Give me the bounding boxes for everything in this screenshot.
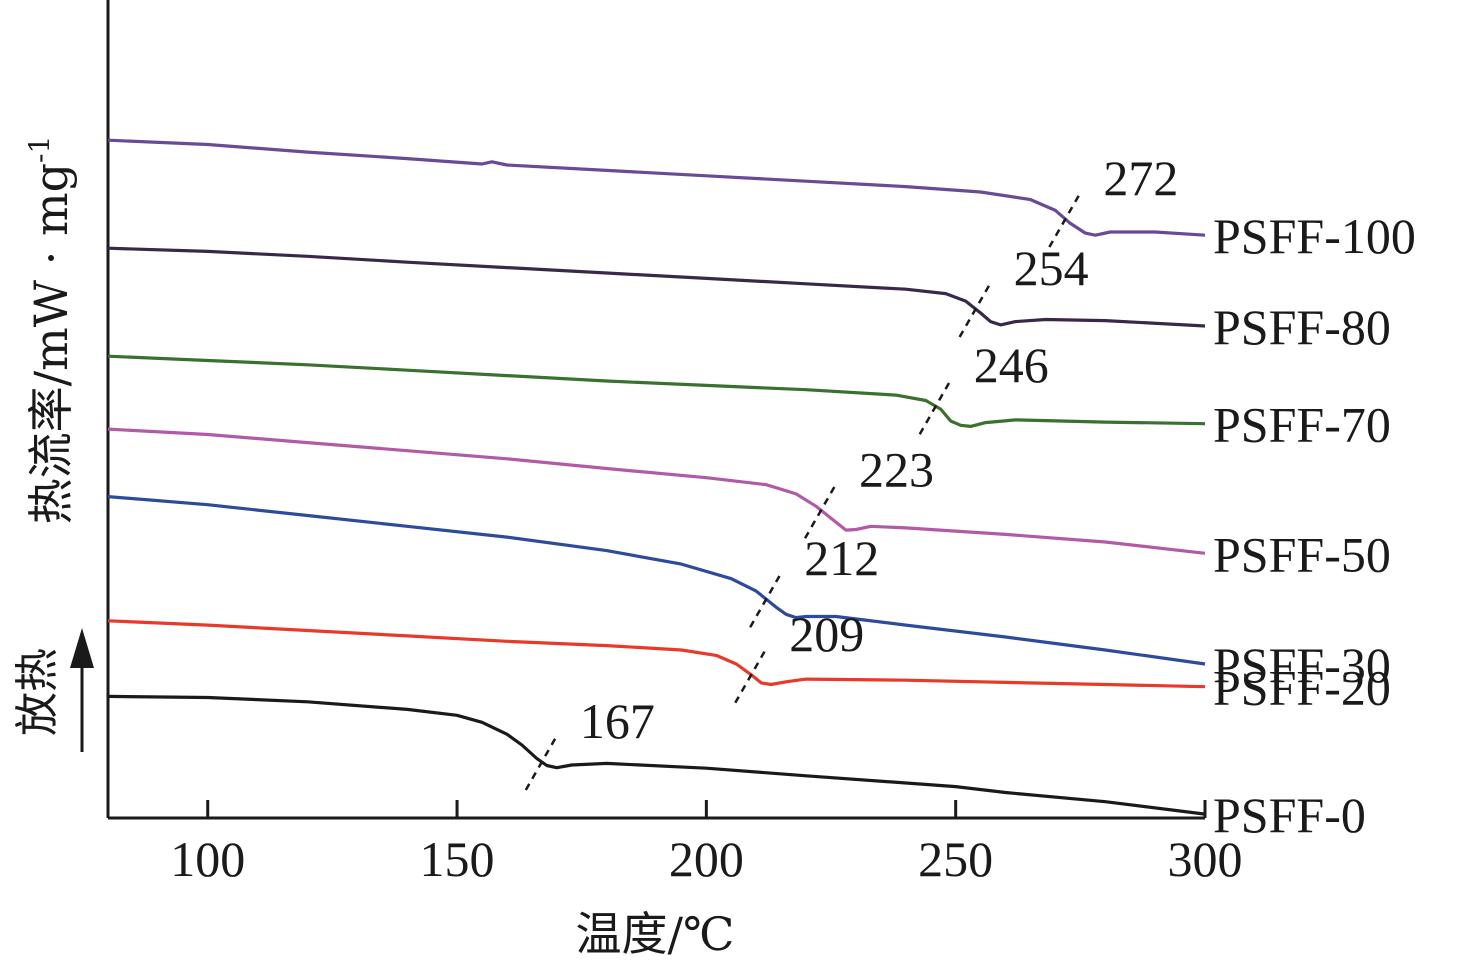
y-axis-title-main: 热流率/mW · mg (24, 163, 78, 524)
tg-marker-212 (749, 570, 784, 628)
series-label-psff-100: PSFF-100 (1213, 208, 1416, 264)
x-tick-label-300: 300 (1168, 831, 1243, 887)
tg-marker-223 (803, 481, 839, 539)
tg-marker-246 (918, 377, 953, 435)
tg-marker-167 (524, 733, 559, 791)
curve-psff-80 (107, 246, 1206, 328)
x-ticks: 100 150 200 250 300 (170, 800, 1243, 887)
exo-label-group: 放热 (12, 648, 63, 736)
series-label-psff-70: PSFF-70 (1213, 397, 1391, 453)
tg-label-223: 223 (859, 441, 934, 497)
tg-label-254: 254 (1014, 240, 1089, 296)
curve-psff-70 (107, 354, 1206, 428)
exo-label: 放热 (12, 648, 63, 736)
series-label-psff-30: PSFF-30 (1213, 637, 1391, 693)
y-axis-title-group: 热流率/mW · mg-1 (23, 136, 78, 525)
curve-psff-20 (107, 619, 1206, 689)
curve-psff-100 (107, 138, 1206, 237)
tg-marker-272 (1048, 190, 1083, 248)
y-axis-title-superscript: -1 (23, 136, 56, 163)
tg-label-212: 212 (804, 530, 879, 586)
tg-marker-209 (734, 646, 769, 704)
plot-frame (106, 0, 1205, 820)
curve-psff-50 (107, 427, 1206, 555)
x-tick-label-150: 150 (420, 831, 495, 887)
tg-label-272: 272 (1103, 150, 1178, 206)
tg-label-167: 167 (580, 693, 655, 749)
x-tick-label-200: 200 (669, 831, 744, 887)
x-tick-label-100: 100 (170, 831, 245, 887)
tg-label-246: 246 (974, 337, 1049, 393)
exo-indicator: 放热 (12, 628, 94, 752)
curve-psff-0 (107, 694, 1206, 816)
x-tick-label-250: 250 (918, 831, 993, 887)
series-label-psff-20: PSFF-20 (1213, 660, 1391, 716)
series-label-psff-0: PSFF-0 (1213, 787, 1366, 843)
exo-arrow-head-icon (70, 628, 94, 668)
curve-psff-30 (107, 495, 1206, 666)
series-label-psff-80: PSFF-80 (1213, 299, 1391, 355)
tg-marker-254 (958, 280, 993, 338)
y-axis-title: 热流率/mW · mg-1 (23, 136, 78, 525)
tg-label-209: 209 (789, 606, 864, 662)
x-axis-title: 温度/℃ (576, 907, 735, 961)
series-label-psff-50: PSFF-50 (1213, 526, 1391, 582)
